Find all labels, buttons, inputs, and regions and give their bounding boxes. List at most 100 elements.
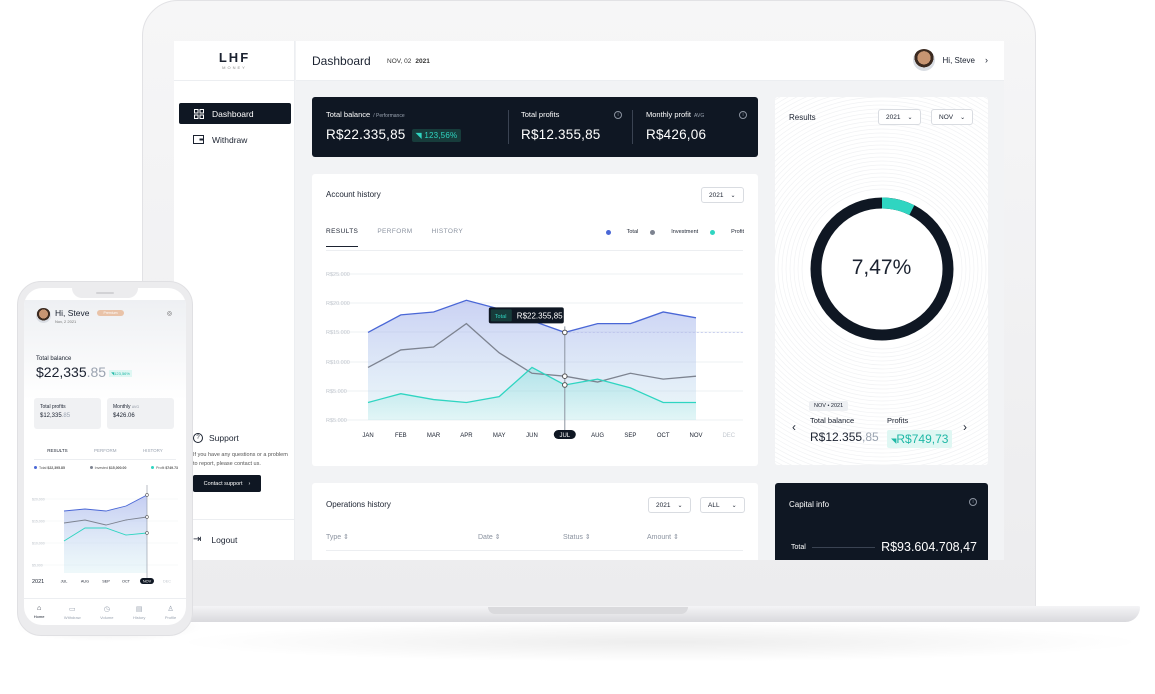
arrow-up-icon: ◥ [415, 130, 422, 140]
nav-withdraw[interactable]: ▭ Withdraw [64, 605, 81, 620]
mobile-bottom-nav: ⌂ Home ▭ Withdraw ◷ Volume ▤ History ♙ Profil… [24, 598, 186, 625]
tabs-divider [34, 459, 176, 460]
eye-off-icon[interactable]: ◎ [166, 311, 172, 317]
monthly-profit-label: Monthly profit AVG [646, 110, 706, 119]
decor-ring [775, 132, 988, 406]
donut-segment [810, 197, 954, 341]
year-select[interactable]: 2021 ⌄ [648, 497, 691, 513]
series-line-investment [63, 516, 148, 526]
sidebar-item-withdraw[interactable]: Withdraw [179, 129, 291, 150]
chevron-down-icon: ⌄ [677, 502, 683, 509]
value-decimals: ,85 [862, 430, 879, 444]
sidebar-item-dashboard[interactable]: Dashboard [179, 103, 291, 124]
x-tick-label: OCT [122, 580, 131, 584]
x-tick-label: AUG [81, 580, 89, 584]
divider [811, 546, 876, 548]
arrow-up-icon: ◥ [111, 370, 115, 376]
chevron-right-icon[interactable]: › [963, 420, 967, 434]
x-tick-label: MAR [427, 433, 441, 439]
filter-select[interactable]: ALL ⌄ [700, 497, 745, 513]
topbar: Dashboard NOV, 02 2021 Hi, Steve › [296, 41, 1004, 81]
x-tick-label: SEP [102, 580, 110, 584]
info-icon[interactable]: i [739, 111, 747, 119]
total-area [64, 495, 147, 573]
support-label: Support [209, 433, 239, 443]
tab-history[interactable]: HISTORY [142, 448, 163, 453]
series-line-profit [63, 527, 148, 542]
mobile-total-profits-card[interactable]: Total profits $12,335.85 [34, 398, 101, 429]
support-section: ? Support If you have any questions or a… [193, 433, 288, 492]
decor-ring [775, 97, 988, 446]
sidebar-item-label: Withdraw [212, 134, 248, 145]
clock-icon: ◷ [103, 605, 110, 613]
nav-home[interactable]: ⌂ Home [34, 605, 45, 619]
column-amount[interactable]: Amount ⇕ [647, 533, 679, 541]
year-select[interactable]: 2021 ⌄ [701, 187, 744, 203]
year-select[interactable]: 2021 ⌄ [878, 109, 921, 125]
tab-results[interactable]: RESULTS [326, 228, 359, 247]
x-tick-label: APR [460, 433, 473, 439]
nav-label: Profile [164, 614, 177, 620]
total-balance-stat: Total balance / Performance R$22.335,85 ◥ … [326, 110, 462, 142]
change-badge: ◥ 123,56% [411, 128, 462, 142]
laptop-shadow [170, 622, 1150, 662]
panel-title: Operations history [326, 500, 391, 509]
logout-button[interactable]: ⇥ Logout [174, 519, 295, 545]
column-date[interactable]: Date ⇕ [478, 533, 501, 541]
stat-value: R$22.335,85 [326, 127, 406, 142]
avatar[interactable] [36, 308, 51, 323]
capital-total-value: R$93.604.708,47 [881, 540, 977, 554]
panel-title: Account history [326, 190, 381, 199]
date-text: NOV, 02 [387, 58, 412, 65]
select-value: NOV [939, 113, 954, 121]
legend-profit: Profit [710, 229, 744, 235]
decor-ring [775, 97, 988, 462]
nav-volume[interactable]: ◷ Volume [100, 605, 113, 620]
data-point [562, 382, 568, 388]
laptop-notch [488, 607, 688, 614]
user-menu[interactable]: Hi, Steve › [912, 49, 988, 71]
month-select[interactable]: NOV ⌄ [931, 109, 974, 125]
arrow-up-icon: ◥ [891, 438, 897, 445]
decor-ring [775, 144, 988, 394]
x-tick-label: NOV [143, 580, 152, 584]
logo[interactable]: LHF MONEY [174, 41, 295, 81]
decor-ring [785, 172, 979, 366]
stat-label: Total balance [326, 110, 371, 119]
nav-label: History [132, 614, 146, 620]
tooltip-label-bg [490, 309, 512, 322]
nav-profile[interactable]: ♙ Profile [165, 605, 176, 620]
decor-ring [775, 97, 988, 458]
chevron-down-icon: ⌄ [731, 502, 737, 509]
summary-label: Total balance [810, 416, 855, 425]
legend-value: $22,395.85 [47, 466, 65, 470]
chevron-down-icon: ⌄ [960, 114, 966, 121]
tab-history[interactable]: HISTORY [431, 228, 464, 235]
chevron-left-icon[interactable]: ‹ [792, 420, 796, 434]
info-icon[interactable]: i [969, 498, 977, 506]
document-icon: ▤ [135, 605, 143, 613]
contact-support-button[interactable]: Contact support › [193, 475, 261, 492]
panel-title: Results [789, 113, 816, 122]
column-type[interactable]: Type ⇕ [326, 533, 349, 541]
tab-perform[interactable]: PERFORM [377, 228, 413, 235]
total-balance-value: R$22.335,85 ◥ 123,56% [326, 127, 462, 142]
panel-title: Capital info [789, 500, 830, 509]
y-tick-label: R$5.000 [326, 389, 347, 395]
mobile-monthly-card[interactable]: Monthly AVG $426.06 [107, 398, 174, 429]
column-status[interactable]: Status ⇕ [563, 533, 591, 541]
legend-value: $15,000.00 [108, 466, 127, 470]
mobile-date: Nov, 2 2021 [55, 319, 77, 324]
card-value: $426.06 [113, 413, 135, 419]
data-point [562, 329, 568, 336]
legend-label: Investment [671, 229, 699, 235]
operations-history-panel: Operations history 2021 ⌄ ALL ⌄ Type ⇕ Dat… [312, 483, 758, 560]
chart-year: 2021 [32, 579, 44, 585]
capital-total-label: Total [791, 543, 806, 551]
info-icon[interactable]: i [614, 111, 622, 119]
decor-ring [775, 100, 988, 438]
mobile-header [24, 300, 186, 400]
mobile-chart: $20,000 $15,000 $10,000 $5,000 2021 JUL AUG SEP… [32, 485, 178, 585]
tab-perform[interactable]: PERFORM [94, 448, 117, 453]
nav-history[interactable]: ▤ History [133, 605, 145, 620]
